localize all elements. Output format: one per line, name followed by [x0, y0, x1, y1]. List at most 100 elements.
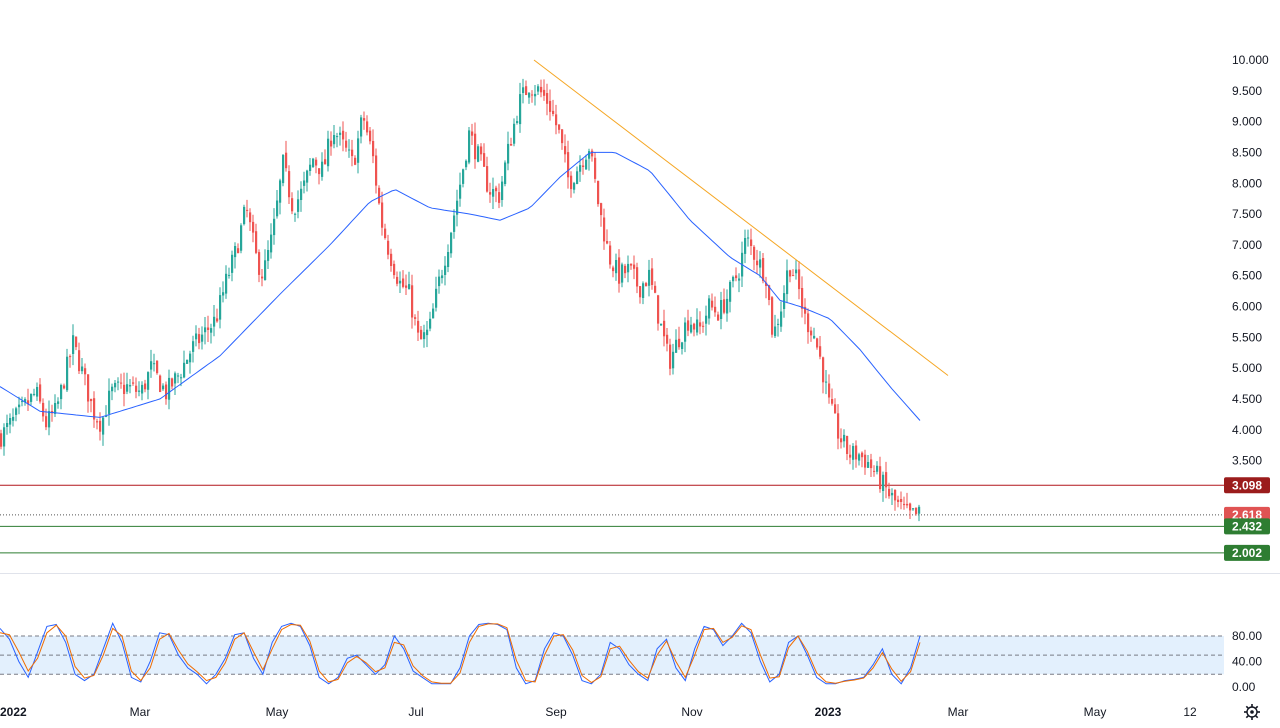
candle-body	[231, 254, 234, 273]
candle-body	[246, 209, 249, 211]
candle-body	[660, 323, 663, 326]
candle-body	[123, 384, 126, 394]
candle-body	[63, 385, 66, 389]
time-tick-label: May	[1084, 705, 1107, 719]
candle-body	[432, 308, 435, 319]
candle-body	[33, 393, 36, 395]
candle-body	[189, 353, 192, 363]
stochastic-k-line	[0, 622, 921, 685]
candle-body	[156, 360, 159, 374]
candle-body	[537, 86, 540, 92]
candle-body	[234, 246, 237, 258]
level-badge-label: 3.098	[1232, 478, 1262, 492]
candle-body	[462, 169, 465, 184]
candle-body	[288, 171, 291, 198]
candle-body	[699, 322, 702, 327]
candle-body	[777, 323, 780, 325]
candle-body	[405, 285, 408, 288]
candle-body	[561, 129, 564, 144]
candle-body	[291, 198, 294, 212]
candle-body	[153, 363, 156, 365]
candle-body	[756, 260, 759, 266]
candle-body	[807, 313, 810, 333]
candle-body	[294, 213, 297, 215]
candle-body	[333, 135, 336, 145]
stochastic-tick-label: 40.00	[1232, 655, 1262, 669]
candle-body	[801, 288, 804, 309]
level-badge	[1224, 544, 1270, 561]
candle-body	[651, 268, 654, 285]
candle-body	[639, 286, 642, 298]
candle-body	[255, 231, 258, 253]
stochastic-panel: 80.00 40.00 0.00	[0, 622, 1262, 694]
candle-body	[21, 401, 24, 403]
candle-body	[276, 200, 279, 217]
candle-body	[201, 334, 204, 342]
candle-body	[744, 238, 747, 254]
candle-body	[9, 418, 12, 425]
candle-body	[840, 438, 843, 443]
candle-body	[348, 149, 351, 151]
candle-body	[237, 248, 240, 254]
candle-body	[726, 298, 729, 314]
candle-body	[378, 187, 381, 204]
candle-body	[585, 159, 588, 170]
price-tick-label: 7.000	[1232, 238, 1262, 252]
candle-body	[174, 373, 177, 384]
settings-icon[interactable]	[1244, 704, 1260, 720]
candle-body	[645, 283, 648, 287]
candle-body	[678, 338, 681, 348]
stochastic-tick-label: 80.00	[1232, 629, 1262, 643]
candle-body	[393, 263, 396, 276]
price-tick-label: 4.500	[1232, 392, 1262, 406]
candle-body	[468, 130, 471, 163]
candle-body	[477, 146, 480, 162]
candle-body	[513, 123, 516, 144]
candle-body	[867, 462, 870, 468]
candle-body	[267, 250, 270, 261]
candle-body	[546, 93, 549, 104]
candle-body	[549, 100, 552, 112]
candle-body	[114, 382, 117, 388]
candle-body	[543, 89, 546, 96]
candle-body	[795, 269, 798, 274]
candle-body	[459, 184, 462, 199]
candle-body	[831, 399, 834, 404]
candle-body	[180, 377, 183, 379]
candle-body	[162, 385, 165, 390]
candle-body	[429, 318, 432, 329]
candle-body	[78, 350, 81, 372]
candle-body	[360, 117, 363, 137]
candle-body	[198, 334, 201, 344]
candle-body	[768, 285, 771, 300]
candle-body	[684, 322, 687, 342]
candle-body	[876, 465, 879, 472]
candle-body	[702, 325, 705, 327]
candle-body	[222, 292, 225, 296]
candle-body	[903, 503, 906, 506]
candle-body	[507, 143, 510, 164]
candle-body	[612, 267, 615, 272]
candle-body	[117, 381, 120, 383]
candle-body	[606, 241, 609, 244]
candle-body	[423, 332, 426, 340]
candle-body	[324, 159, 327, 165]
candle-body	[99, 420, 102, 432]
candle-body	[456, 200, 459, 215]
candle-body	[195, 333, 198, 340]
candle-body	[627, 263, 630, 273]
candle-body	[138, 390, 141, 392]
candle-body	[240, 225, 243, 251]
candle-body	[312, 158, 315, 167]
candle-body	[534, 93, 537, 97]
candle-body	[552, 110, 555, 114]
candle-body	[915, 507, 918, 514]
candle-body	[918, 506, 921, 514]
candle-body	[591, 150, 594, 157]
candle-body	[819, 346, 822, 357]
candle-body	[72, 335, 75, 354]
candle-body	[792, 275, 795, 277]
candle-body	[657, 295, 660, 324]
candle-body	[270, 234, 273, 253]
candle-body	[588, 151, 591, 159]
